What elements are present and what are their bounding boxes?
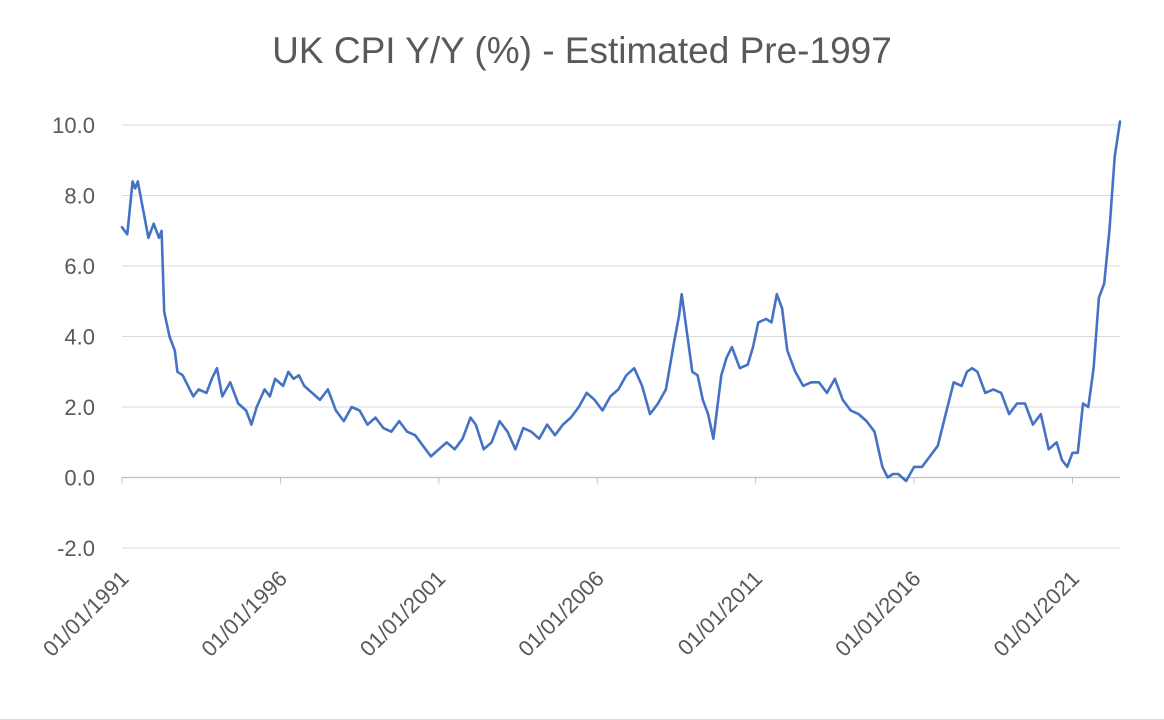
y-tick-label: 10.0	[52, 113, 95, 138]
y-tick-label: 8.0	[64, 184, 95, 209]
x-tick-label: 01/01/2021	[988, 566, 1084, 662]
chart-title: UK CPI Y/Y (%) - Estimated Pre-1997	[272, 30, 892, 71]
x-tick-label: 01/01/2011	[673, 566, 767, 660]
x-tick-label: 01/01/1996	[196, 566, 292, 662]
x-tick-label: 01/01/2001	[355, 566, 451, 662]
x-tick-label: 01/01/1991	[38, 566, 134, 662]
y-tick-label: 4.0	[64, 325, 95, 350]
y-tick-label: 2.0	[64, 395, 95, 420]
y-tick-label: 6.0	[64, 254, 95, 279]
y-tick-label: -2.0	[57, 536, 95, 561]
y-tick-label: 0.0	[64, 466, 95, 491]
x-tick-label: 01/01/2016	[830, 566, 926, 662]
x-tick-label: 01/01/2006	[513, 566, 609, 662]
series-line	[120, 120, 1122, 483]
